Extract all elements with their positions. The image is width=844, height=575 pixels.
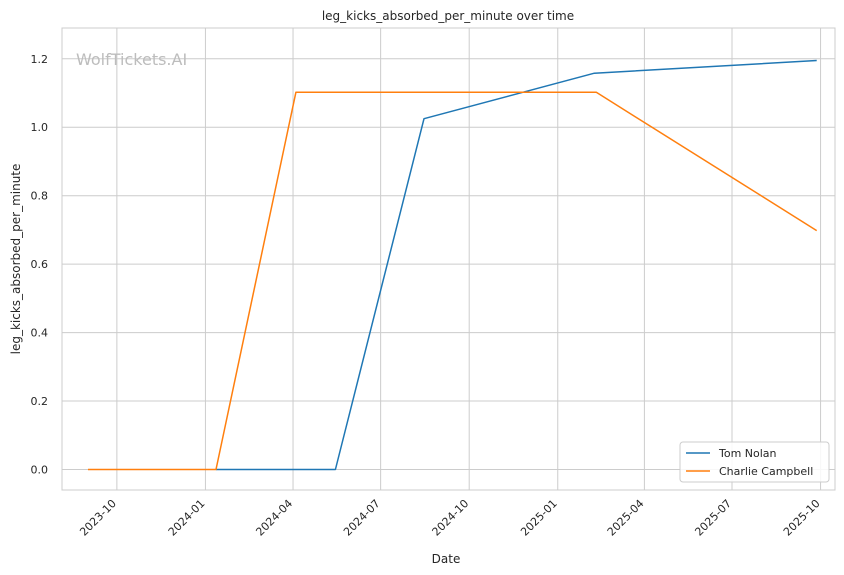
plot-frame bbox=[61, 27, 836, 491]
legend-box bbox=[679, 441, 830, 483]
data-point-charlie-campbell bbox=[596, 92, 598, 94]
y-tick-label: 0.2 bbox=[31, 395, 49, 408]
data-point-tom-nolan bbox=[423, 118, 425, 120]
data-point-charlie-campbell bbox=[87, 469, 89, 471]
y-tick-label: 1.0 bbox=[31, 121, 49, 134]
chart-title: leg_kicks_absorbed_per_minute over time bbox=[322, 9, 574, 23]
x-axis-label: Date bbox=[432, 552, 461, 566]
y-tick-label: 0.8 bbox=[31, 190, 49, 203]
data-point-tom-nolan bbox=[335, 469, 337, 471]
data-point-charlie-campbell bbox=[816, 230, 818, 232]
legend-label-charlie-campbell: Charlie Campbell bbox=[719, 465, 813, 478]
legend-label-tom-nolan: Tom Nolan bbox=[718, 447, 777, 460]
y-tick-label: 1.2 bbox=[31, 53, 49, 66]
y-tick-label: 0.6 bbox=[31, 258, 49, 271]
data-point-charlie-campbell bbox=[295, 92, 297, 94]
y-tick-label: 0.0 bbox=[31, 463, 49, 476]
y-axis-label: leg_kicks_absorbed_per_minute bbox=[9, 164, 23, 355]
data-point-tom-nolan bbox=[594, 72, 596, 74]
series-layer bbox=[87, 59, 818, 471]
y-tick-label: 0.4 bbox=[31, 327, 49, 340]
plot-area bbox=[62, 28, 835, 490]
series-line-tom-nolan bbox=[216, 59, 817, 471]
data-point-charlie-campbell bbox=[215, 469, 217, 471]
legend: Tom Nolan Charlie Campbell bbox=[679, 441, 830, 483]
series-line-charlie-campbell bbox=[88, 91, 818, 471]
data-point-tom-nolan bbox=[816, 60, 818, 62]
watermark: WolfTickets.AI bbox=[76, 50, 187, 69]
y-tick-labels: 0.0 0.2 0.4 0.6 0.8 1.0 1.2 bbox=[31, 53, 49, 477]
